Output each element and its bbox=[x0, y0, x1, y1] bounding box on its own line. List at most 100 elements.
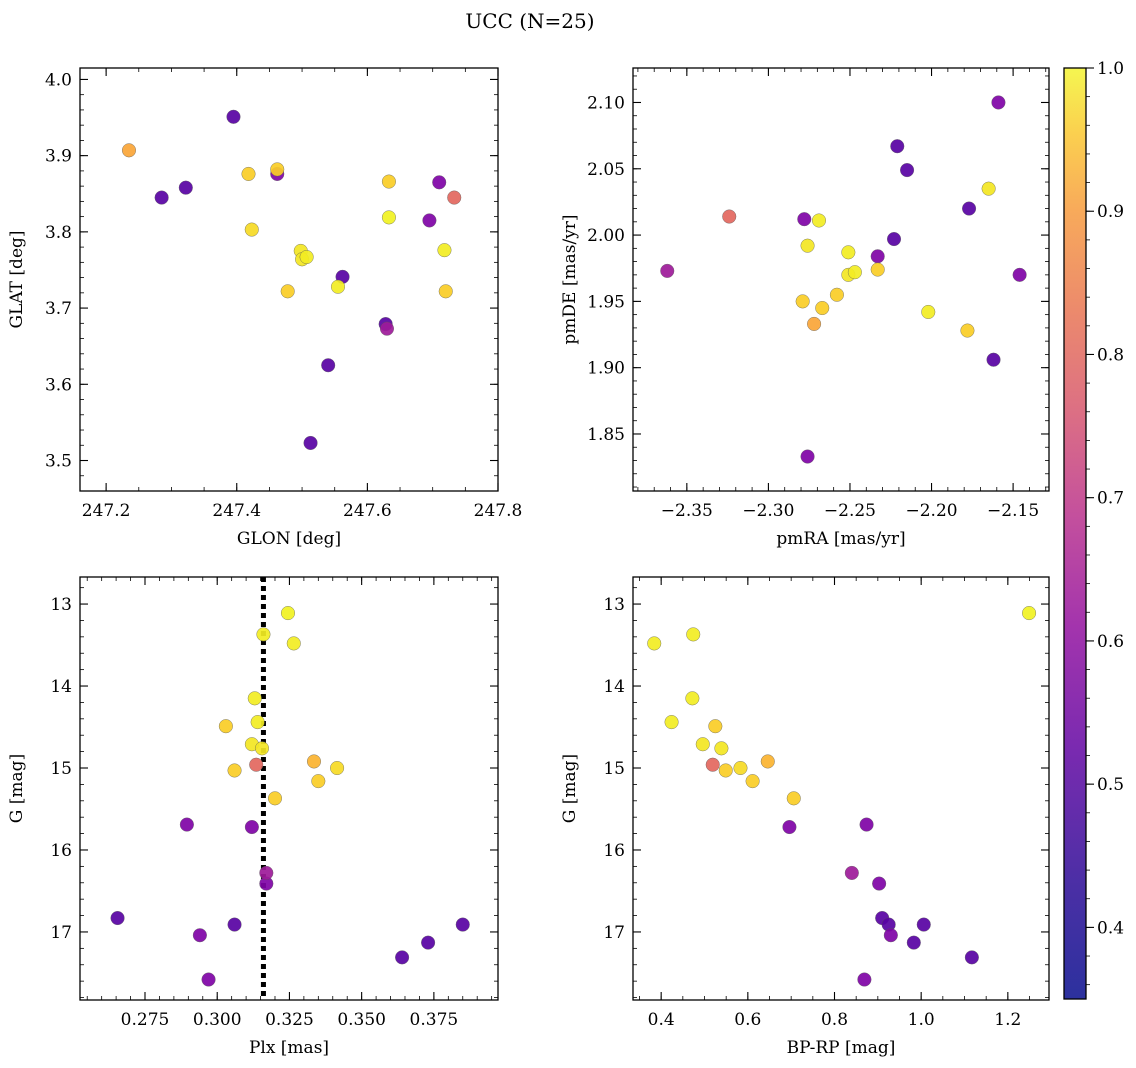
data-point bbox=[438, 284, 453, 299]
x-tick-label: −2.25 bbox=[824, 501, 876, 521]
data-point bbox=[890, 139, 905, 154]
y-tick-label: 3.6 bbox=[45, 375, 72, 395]
colorbar-tick-label: 0.8 bbox=[1097, 345, 1124, 365]
data-point bbox=[244, 222, 259, 237]
x-tick-label: −2.15 bbox=[987, 501, 1039, 521]
data-point bbox=[256, 627, 271, 642]
data-point bbox=[249, 757, 264, 772]
data-point bbox=[259, 865, 274, 880]
data-point bbox=[227, 763, 242, 778]
data-point bbox=[986, 352, 1001, 367]
panel-glon-glat: 247.2 247.4 247.6 247.8 3.5 3.6 3.7 3.8 3.9 4.0 GL… bbox=[7, 67, 523, 549]
y-tick-label: 15 bbox=[50, 759, 72, 779]
x-tick-label: 1.0 bbox=[908, 1010, 935, 1030]
data-point bbox=[110, 911, 125, 926]
data-point bbox=[267, 791, 282, 806]
data-point bbox=[303, 435, 318, 450]
x-axis-label: pmRA [mas/yr] bbox=[776, 529, 905, 549]
data-point bbox=[192, 928, 207, 943]
axes-frame bbox=[632, 576, 1050, 1001]
data-point bbox=[647, 636, 662, 651]
data-point bbox=[321, 358, 336, 373]
data-point bbox=[800, 449, 815, 464]
data-point bbox=[286, 636, 301, 651]
data-point bbox=[254, 741, 269, 756]
data-point bbox=[859, 817, 874, 832]
colorbar-tick-label: 0.4 bbox=[1097, 918, 1124, 938]
x-tick-label: 0.350 bbox=[337, 1010, 386, 1030]
x-tick-label: −2.30 bbox=[742, 501, 794, 521]
x-tick-label: 247.8 bbox=[474, 501, 523, 521]
data-point bbox=[306, 754, 321, 769]
data-point bbox=[872, 876, 887, 891]
x-tick-label: 247.2 bbox=[82, 501, 131, 521]
data-point bbox=[991, 95, 1006, 110]
data-point bbox=[311, 774, 326, 789]
panel-bprp-g: 0.4 0.6 0.8 1.0 1.2 13 14 15 16 17 BP-RP [mag] G [m… bbox=[560, 576, 1050, 1058]
data-point bbox=[916, 917, 931, 932]
y-tick-label: 3.9 bbox=[45, 147, 72, 167]
y-tick-label: 2.05 bbox=[587, 160, 625, 180]
data-point bbox=[841, 245, 856, 260]
data-point bbox=[227, 917, 242, 932]
data-point bbox=[811, 213, 826, 228]
colorbar: 0.4 0.5 0.6 0.7 0.8 0.9 1.0 bbox=[1063, 59, 1124, 1000]
x-tick-label: −2.35 bbox=[661, 501, 713, 521]
colorbar-gradient bbox=[1063, 67, 1087, 1000]
data-point bbox=[226, 109, 241, 124]
data-point bbox=[708, 719, 723, 734]
y-tick-label: 2.00 bbox=[587, 226, 625, 246]
data-point bbox=[299, 250, 314, 265]
y-axis-label: GLAT [deg] bbox=[7, 230, 27, 328]
colorbar-tick-label: 0.9 bbox=[1097, 202, 1124, 222]
y-tick-label: 3.8 bbox=[45, 223, 72, 243]
panel-pmra-pmde: −2.35 −2.30 −2.25 −2.20 −2.15 1.85 1.90 1.95 2.0… bbox=[560, 67, 1050, 549]
colorbar-tick-label: 0.6 bbox=[1097, 632, 1124, 652]
y-tick-label: 16 bbox=[50, 841, 72, 861]
data-point bbox=[179, 817, 194, 832]
x-tick-label: 0.275 bbox=[121, 1010, 170, 1030]
x-axis-label: BP-RP [mag] bbox=[787, 1038, 896, 1058]
data-point bbox=[847, 265, 862, 280]
data-point bbox=[870, 262, 885, 277]
y-tick-label: 16 bbox=[603, 841, 625, 861]
data-point bbox=[381, 174, 396, 189]
data-point bbox=[218, 719, 233, 734]
y-tick-label: 1.85 bbox=[587, 425, 625, 445]
data-point bbox=[718, 763, 733, 778]
data-point bbox=[1012, 267, 1027, 282]
data-point bbox=[981, 181, 996, 196]
data-point bbox=[1022, 606, 1037, 621]
data-point bbox=[906, 935, 921, 950]
data-point bbox=[745, 774, 760, 789]
data-point bbox=[714, 741, 729, 756]
y-tick-label: 13 bbox=[603, 595, 625, 615]
colorbar-tick-label: 0.5 bbox=[1097, 775, 1124, 795]
colorbar-tick-label: 0.7 bbox=[1097, 489, 1124, 509]
data-point bbox=[455, 917, 470, 932]
x-tick-label: 0.8 bbox=[821, 1010, 848, 1030]
data-point bbox=[733, 761, 748, 776]
data-point bbox=[381, 210, 396, 225]
data-point bbox=[921, 304, 936, 319]
data-point bbox=[786, 791, 801, 806]
x-tick-label: 0.325 bbox=[265, 1010, 314, 1030]
panel-plx-g: 0.275 0.300 0.325 0.350 0.375 13 14 15 16 17 Plx [… bbox=[7, 576, 499, 1058]
data-point bbox=[760, 754, 775, 769]
data-point bbox=[815, 301, 830, 316]
data-point bbox=[241, 166, 256, 181]
x-tick-label: 247.4 bbox=[212, 501, 261, 521]
data-point bbox=[330, 279, 345, 294]
data-point bbox=[705, 757, 720, 772]
y-tick-label: 13 bbox=[50, 595, 72, 615]
data-point bbox=[722, 209, 737, 224]
data-point bbox=[795, 294, 810, 309]
data-point bbox=[178, 180, 193, 195]
y-tick-label: 14 bbox=[603, 677, 625, 697]
data-point bbox=[664, 715, 679, 730]
data-point bbox=[447, 190, 462, 205]
y-tick-label: 17 bbox=[603, 923, 625, 943]
data-point bbox=[870, 249, 885, 264]
data-point bbox=[660, 263, 675, 278]
